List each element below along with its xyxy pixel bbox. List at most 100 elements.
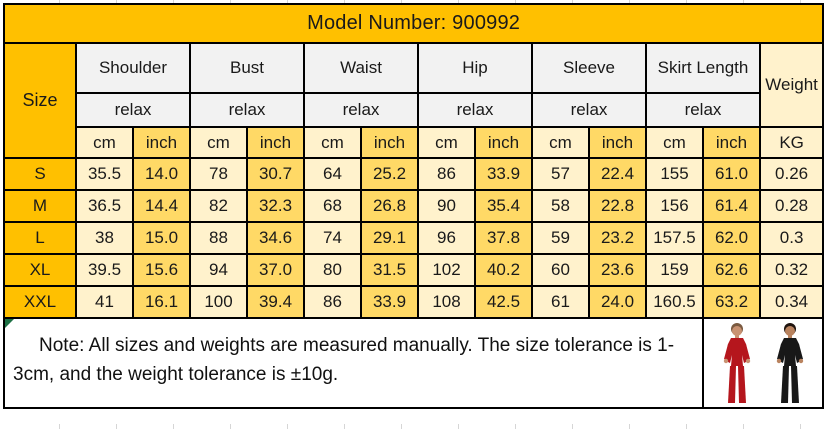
size-cell: L [3,221,77,255]
product-photo [705,320,821,406]
value-cell: 15.0 [132,221,191,255]
column-header-shoulder: Shoulder [75,42,191,94]
value-cell: 86 [417,157,476,191]
weight-cell: 0.34 [758,285,824,319]
value-cell: 60 [531,253,590,287]
product-photo-cell [701,317,824,409]
unit-inch-cell: inch [702,126,761,159]
unit-kg-cell: KG [758,126,824,159]
value-cell: 42.5 [474,285,533,319]
unit-inch-cell: inch [246,126,305,159]
unit-cm-cell: cm [75,126,134,159]
value-cell: 62.0 [702,221,761,255]
size-cell: XXL [3,285,77,319]
page-title: Model Number: 900992 [2,3,824,44]
value-cell: 96 [417,221,476,255]
value-cell: 59 [531,221,590,255]
value-cell: 14.0 [132,157,191,191]
value-cell: 61 [531,285,590,319]
value-cell: 31.5 [360,253,419,287]
value-cell: 39.4 [246,285,305,319]
fit-cell: relax [75,92,191,128]
units-row: cm inch cm inch cm inch cm inch cm inch … [4,126,824,159]
value-cell: 38 [75,221,134,255]
table-row-size-m: M 36.5 14.4 82 32.3 68 26.8 90 35.4 58 2… [3,189,824,223]
value-cell: 88 [189,221,248,255]
weight-cell: 0.32 [758,253,824,287]
weight-cell: 0.28 [758,189,824,223]
value-cell: 40.2 [474,253,533,287]
value-cell: 33.9 [474,157,533,191]
note-row: Note: All sizes and weights are measured… [3,317,824,409]
value-cell: 78 [189,157,248,191]
unit-inch-cell: inch [474,126,533,159]
size-column-header: Size [3,42,77,159]
value-cell: 34.6 [246,221,305,255]
column-header-bust: Bust [189,42,305,94]
value-cell: 35.5 [75,157,134,191]
column-header-weight: Weight [758,42,824,128]
value-cell: 86 [303,285,362,319]
fit-cell: relax [189,92,305,128]
title-row: Model Number: 900992 [2,3,824,44]
table-row-size-xxl: XXL 41 16.1 100 39.4 86 33.9 108 42.5 61… [3,285,824,319]
value-cell: 23.2 [588,221,647,255]
value-cell: 63.2 [702,285,761,319]
unit-cm-cell: cm [645,126,704,159]
fit-row: relax relax relax relax relax relax [4,92,823,128]
value-cell: 24.0 [588,285,647,319]
table-row-size-xl: XL 39.5 15.6 94 37.0 80 31.5 102 40.2 60… [3,253,824,287]
column-header-sleeve: Sleeve [531,42,647,94]
size-chart-table: Model Number: 900992 Size Shoulder Bust … [2,3,824,409]
note-text: Note: All sizes and weights are measured… [13,335,675,386]
unit-inch-cell: inch [360,126,419,159]
column-header-waist: Waist [303,42,419,94]
value-cell: 156 [645,189,704,223]
value-cell: 157.5 [645,221,704,255]
value-cell: 32.3 [246,189,305,223]
unit-cm-cell: cm [531,126,590,159]
value-cell: 108 [417,285,476,319]
value-cell: 57 [531,157,590,191]
value-cell: 64 [303,157,362,191]
value-cell: 16.1 [132,285,191,319]
value-cell: 36.5 [75,189,134,223]
value-cell: 62.6 [702,253,761,287]
value-cell: 39.5 [75,253,134,287]
note-cell: Note: All sizes and weights are measured… [3,317,704,409]
value-cell: 30.7 [246,157,305,191]
value-cell: 37.0 [246,253,305,287]
excel-corner-marker [6,320,14,328]
value-cell: 82 [189,189,248,223]
measurement-header-row: Size Shoulder Bust Waist Hip Sleeve Skir… [3,42,824,159]
value-cell: 58 [531,189,590,223]
value-cell: 22.4 [588,157,647,191]
value-cell: 35.4 [474,189,533,223]
value-cell: 41 [75,285,134,319]
fit-cell: relax [645,92,761,128]
fit-cell: relax [531,92,647,128]
value-cell: 25.2 [360,157,419,191]
size-cell: S [3,157,77,191]
value-cell: 90 [417,189,476,223]
value-cell: 23.6 [588,253,647,287]
value-cell: 155 [645,157,704,191]
value-cell: 102 [417,253,476,287]
column-header-hip: Hip [417,42,533,94]
weight-cell: 0.26 [758,157,824,191]
red-jumpsuit-photo [723,323,751,403]
weight-cell: 0.3 [758,221,824,255]
table-row-size-s: S 35.5 14.0 78 30.7 64 25.2 86 33.9 57 2… [3,157,824,191]
value-cell: 74 [303,221,362,255]
fit-cell: relax [417,92,533,128]
value-cell: 68 [303,189,362,223]
value-cell: 94 [189,253,248,287]
unit-inch-cell: inch [588,126,647,159]
value-cell: 100 [189,285,248,319]
size-cell: M [3,189,77,223]
size-cell: XL [3,253,77,287]
value-cell: 33.9 [360,285,419,319]
value-cell: 15.6 [132,253,191,287]
unit-cm-cell: cm [417,126,476,159]
